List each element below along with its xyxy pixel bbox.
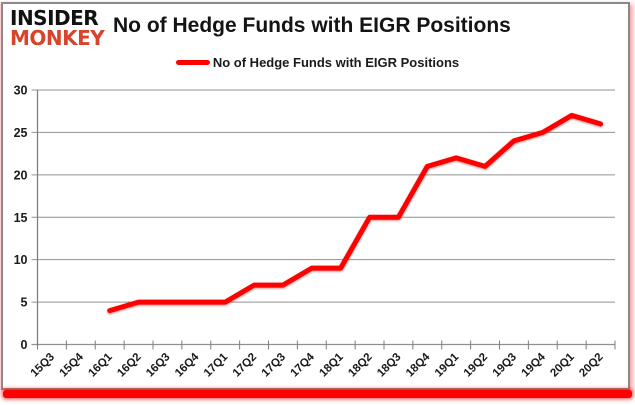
legend: No of Hedge Funds with EIGR Positions: [0, 55, 635, 70]
series-line: [107, 112, 604, 314]
x-axis-category-label: 16Q2: [115, 351, 143, 379]
chart-title: No of Hedge Funds with EIGR Positions: [113, 14, 511, 37]
x-axis-category-label: 20Q2: [577, 351, 605, 379]
x-axis-category-label: 18Q3: [375, 351, 403, 379]
x-axis-category-label: 16Q4: [173, 351, 202, 380]
x-axis-category-label: 16Q3: [144, 351, 172, 379]
y-axis-tick-label: 10: [14, 253, 28, 267]
legend-line-swatch: [175, 60, 210, 65]
logo-text-insider: INSIDER: [10, 6, 99, 30]
x-axis-category-label: 17Q1: [202, 351, 231, 380]
y-axis-tick-label: 25: [14, 126, 28, 140]
x-axis-category-label: 19Q3: [491, 351, 519, 379]
x-axis-category-label: 19Q4: [520, 351, 549, 380]
chart-frame: [1, 2, 630, 390]
x-axis-category-label: 16Q1: [86, 351, 115, 380]
legend-label: No of Hedge Funds with EIGR Positions: [212, 55, 460, 70]
y-axis-tick-label: 5: [21, 296, 28, 310]
y-axis-tick-label: 0: [21, 338, 28, 352]
x-axis-category-label: 15Q3: [29, 351, 57, 379]
y-axis-tick-label: 15: [14, 211, 28, 225]
x-axis-category-label: 18Q1: [317, 351, 346, 380]
x-axis-category-label: 20Q1: [548, 351, 577, 380]
y-axis-tick-label: 30: [14, 84, 28, 98]
x-axis-category-label: 19Q2: [462, 351, 490, 379]
x-axis-category-label: 17Q4: [289, 351, 318, 380]
insider-monkey-logo: INSIDER MONKEY: [10, 6, 105, 50]
bottom-accent-bar: [3, 390, 632, 398]
logo-text-monkey: MONKEY: [10, 25, 105, 50]
x-axis-category-label: 19Q1: [433, 351, 462, 380]
x-axis-category-label: 18Q4: [404, 351, 433, 380]
x-axis-category-label: 15Q4: [58, 351, 87, 380]
x-axis-category-label: 18Q2: [346, 351, 374, 379]
y-axis-tick-label: 20: [14, 168, 28, 182]
x-axis-category-label: 17Q2: [231, 351, 259, 379]
x-axis-category-label: 17Q3: [260, 351, 288, 379]
